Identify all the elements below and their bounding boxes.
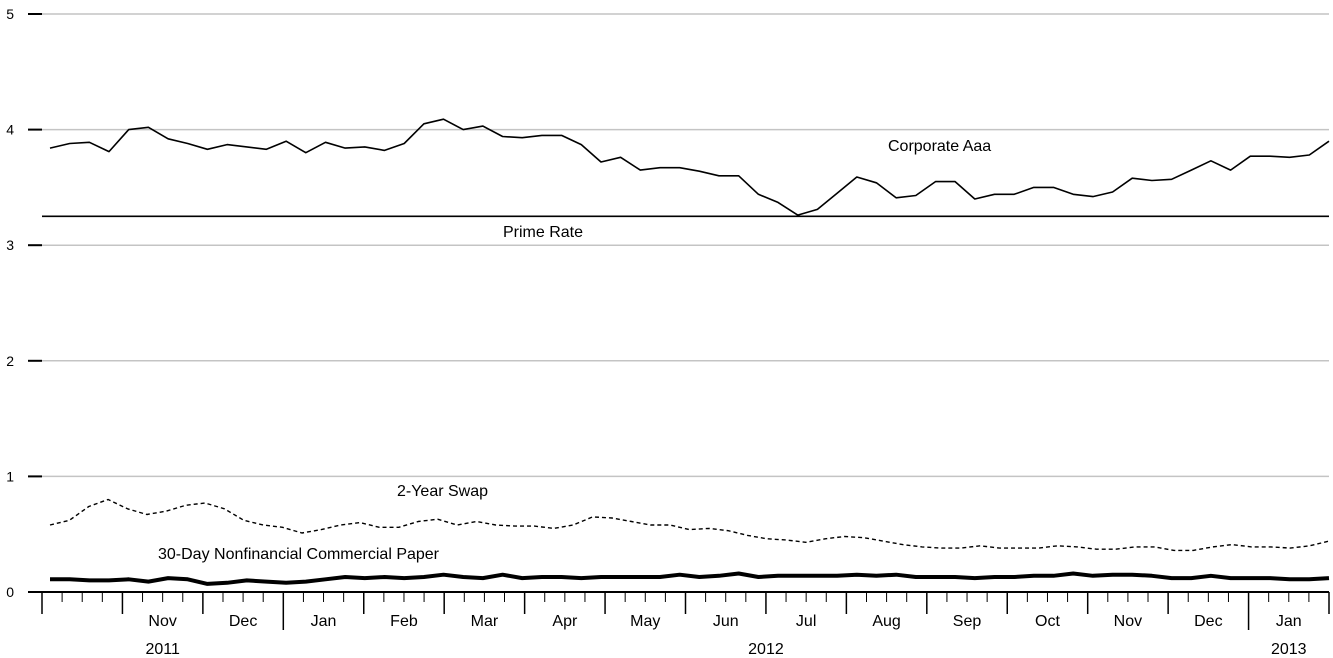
x-month-label: Dec — [1194, 613, 1222, 630]
series-labels: Corporate Aaa Prime Rate 2-Year Swap 30-… — [158, 138, 991, 563]
gridlines — [42, 13, 1329, 478]
y-tick-label: 4 — [6, 122, 14, 138]
x-month-label: May — [630, 613, 660, 630]
y-tick-label: 2 — [6, 353, 14, 369]
x-axis: Nov Dec Jan Feb Mar Apr May Jun Jul Aug Sep Oct Nov D… — [41, 591, 1330, 658]
series-line-0 — [49, 118, 1330, 216]
series-label-prime-rate: Prime Rate — [503, 224, 583, 241]
x-month-label: Mar — [471, 613, 499, 630]
y-tick-label: 5 — [6, 6, 14, 22]
x-month-label: Jan — [1276, 613, 1302, 630]
series-lines — [42, 118, 1330, 586]
x-month-label: Dec — [229, 613, 257, 630]
y-tick-label: 0 — [6, 584, 14, 600]
series-label-30-day-commercial-paper: 30-Day Nonfinancial Commercial Paper — [158, 546, 440, 563]
series-line-2 — [49, 498, 1330, 552]
y-axis: 0 1 2 3 4 5 — [6, 6, 42, 600]
x-month-label: Aug — [872, 613, 900, 630]
x-month-label: Oct — [1035, 613, 1060, 630]
x-month-label: Feb — [390, 613, 418, 630]
x-month-label: Sep — [953, 613, 982, 630]
x-month-label: Apr — [552, 613, 578, 630]
x-month-label: Nov — [1114, 613, 1142, 630]
series-line-3 — [50, 571, 1330, 586]
y-tick-label: 1 — [6, 468, 14, 484]
series-label-corporate-aaa: Corporate Aaa — [888, 138, 991, 155]
x-month-label: Jan — [311, 613, 337, 630]
x-month-label: Jul — [796, 613, 816, 630]
x-month-label: Jun — [713, 613, 739, 630]
x-month-label: Nov — [148, 613, 176, 630]
series-label-2-year-swap: 2-Year Swap — [397, 483, 488, 500]
x-year-label: 2013 — [1271, 641, 1307, 658]
y-tick-label: 3 — [6, 237, 14, 253]
x-year-label: 2011 — [145, 641, 180, 658]
x-year-label: 2012 — [748, 641, 784, 658]
